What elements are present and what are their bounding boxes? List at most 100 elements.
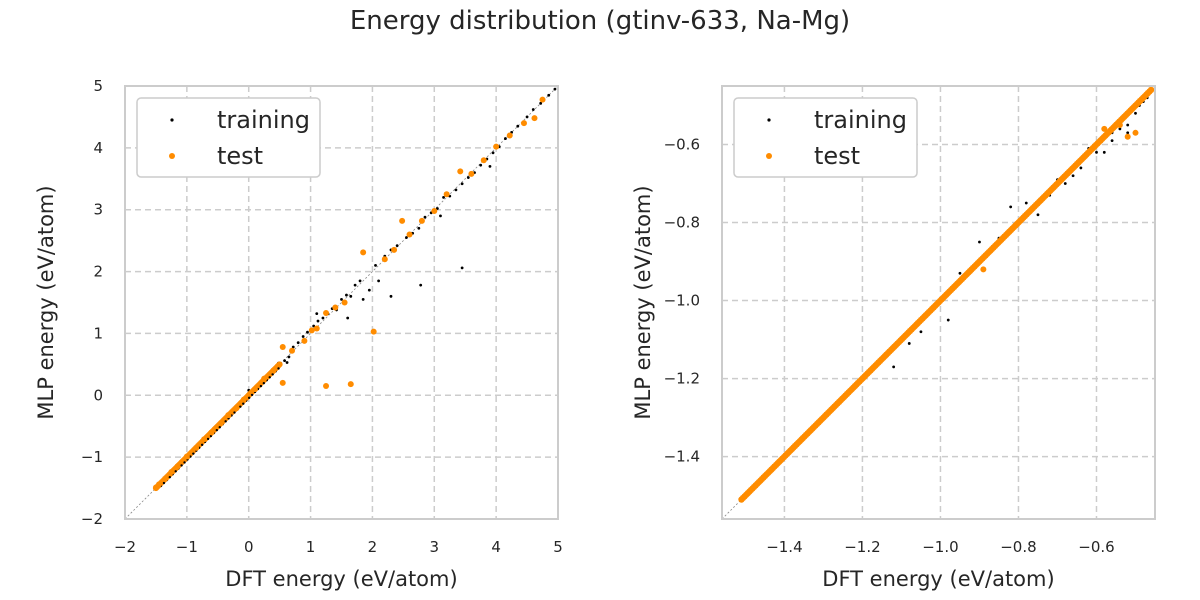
- training-point: [168, 475, 172, 479]
- x-tick-label: −1: [176, 538, 198, 556]
- y-tick-label: 1: [93, 324, 103, 342]
- test-point: [457, 168, 464, 175]
- y-tick-label: 3: [93, 201, 103, 219]
- test-point: [370, 328, 377, 335]
- training-point: [233, 411, 236, 414]
- legend-marker-test: [169, 153, 175, 159]
- test-point: [480, 157, 487, 164]
- y-tick-label: −1.4: [664, 448, 700, 466]
- training-point: [491, 151, 495, 155]
- test-point: [332, 304, 339, 311]
- test-point: [162, 475, 169, 482]
- training-point: [268, 376, 271, 379]
- training-point: [1110, 139, 1114, 143]
- training-point: [1009, 205, 1013, 209]
- test-point: [323, 383, 330, 390]
- y-tick-label: 0: [93, 386, 103, 404]
- training-point: [183, 461, 186, 464]
- training-point: [316, 319, 320, 323]
- y-tick-label: −0.8: [664, 214, 700, 232]
- x-tick-label: 3: [430, 538, 440, 556]
- training-point: [454, 188, 458, 192]
- training-point: [250, 393, 254, 397]
- y-axis-label: MLP energy (eV/atom): [631, 185, 655, 419]
- x-tick-label: 5: [553, 538, 563, 556]
- test-point: [381, 256, 388, 263]
- x-tick-label: 1: [306, 538, 316, 556]
- test-point: [399, 217, 406, 224]
- test-point: [301, 337, 308, 344]
- test-point: [520, 120, 527, 127]
- training-point: [525, 115, 529, 119]
- test-point: [208, 429, 215, 436]
- test-point: [347, 381, 354, 388]
- y-axis-label: MLP energy (eV/atom): [34, 185, 58, 419]
- training-point: [1126, 123, 1130, 127]
- test-point: [539, 96, 546, 103]
- training-point: [1126, 131, 1130, 135]
- test-point: [323, 310, 330, 317]
- training-point: [907, 342, 911, 345]
- test-point: [217, 420, 224, 427]
- training-point: [405, 236, 408, 239]
- legend: training test: [733, 97, 918, 178]
- training-point: [1063, 182, 1067, 185]
- test-point: [506, 132, 513, 139]
- training-point: [361, 298, 365, 301]
- training-point: [531, 108, 535, 111]
- training-point: [919, 330, 923, 334]
- training-point: [239, 405, 242, 408]
- training-point: [218, 426, 221, 429]
- test-point: [531, 115, 538, 122]
- y-tick-label: 2: [93, 263, 103, 281]
- test-point: [156, 481, 163, 488]
- training-point: [192, 452, 195, 455]
- x-axis-label: DFT energy (eV/atom): [822, 567, 1054, 591]
- legend-label-training: training: [814, 106, 907, 134]
- test-point: [406, 231, 413, 238]
- training-point: [439, 214, 442, 218]
- training-point: [291, 345, 295, 349]
- training-point: [1118, 127, 1122, 131]
- training-point: [946, 318, 950, 322]
- training-point: [174, 470, 177, 473]
- training-point: [315, 312, 319, 316]
- training-point: [271, 373, 274, 376]
- legend-box: [136, 97, 321, 178]
- training-point: [162, 481, 166, 485]
- axes-frame: [124, 85, 559, 520]
- training-point: [1102, 150, 1106, 154]
- legend-label-test: test: [814, 142, 860, 170]
- test-point: [233, 405, 240, 412]
- legend: training test: [136, 97, 321, 178]
- training-point: [377, 279, 381, 283]
- training-point: [389, 294, 393, 298]
- training-point: [374, 263, 377, 267]
- training-point: [504, 137, 507, 140]
- training-point: [340, 298, 343, 301]
- x-tick-label: 4: [491, 538, 501, 556]
- training-point: [460, 182, 464, 186]
- plot-area: [125, 86, 558, 519]
- training-point: [287, 355, 291, 359]
- test-point: [1116, 122, 1123, 129]
- training-point: [283, 359, 286, 363]
- y-tick-label: −1.0: [664, 292, 700, 310]
- legend-marker-training: [170, 118, 174, 122]
- training-point: [259, 384, 263, 388]
- left-panel: −2 −1 0 1 2 3 4 5 −2 −1 0 1 2 3 4 5 DFT energy (eV/atom)…: [34, 77, 563, 591]
- x-tick-label: −0.8: [1000, 538, 1036, 556]
- training-point: [1071, 174, 1075, 178]
- training-point: [247, 396, 251, 400]
- training-point: [242, 402, 245, 405]
- test-point: [493, 143, 500, 150]
- plot-area: [722, 86, 1155, 519]
- training-point: [209, 434, 213, 438]
- training-point: [262, 381, 266, 385]
- test-point: [431, 207, 438, 214]
- axes-frame: [721, 85, 1156, 520]
- test-point: [276, 361, 283, 368]
- training-point: [488, 165, 492, 168]
- test-point: [289, 347, 296, 354]
